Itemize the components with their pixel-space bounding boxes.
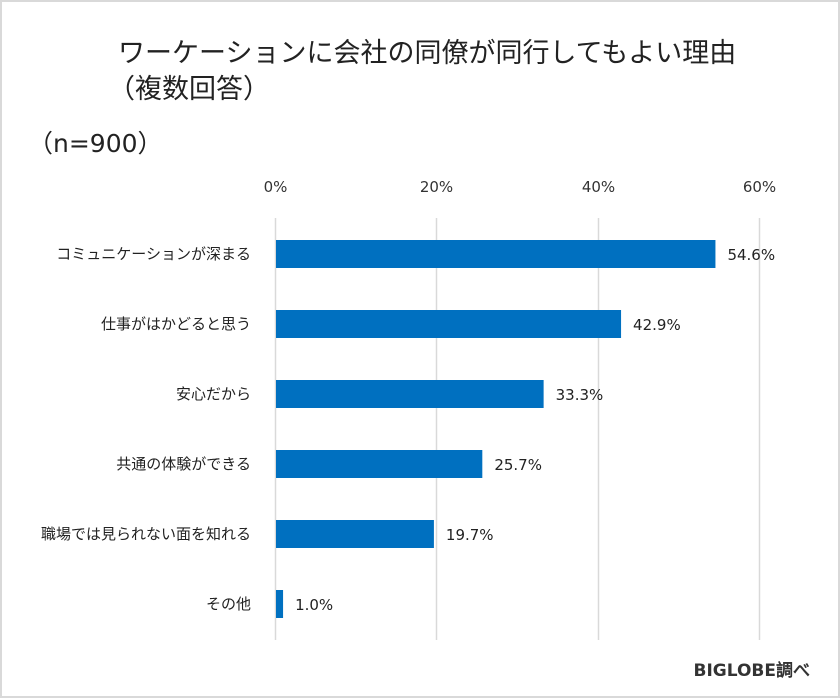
category-label: コミュニケーションが深まる [56,245,251,263]
gridlines [274,218,761,640]
x-tick-label: 0% [264,178,288,196]
x-tick-label: 20% [420,178,453,196]
x-axis-ticks: 0% 20% 40% 60% [264,178,777,196]
bars [276,240,716,618]
bar [276,310,622,338]
value-label: 33.3% [556,386,604,404]
bar [276,240,716,268]
value-label: 25.7% [494,456,542,474]
value-label: 1.0% [295,596,333,614]
bar [276,380,544,408]
source-label: BIGLOBE調べ [693,661,811,681]
category-label: 安心だから [176,385,251,403]
x-tick-label: 60% [743,178,776,196]
bar [276,520,434,548]
sample-size-label: （n=900） [28,129,163,158]
category-label: 共通の体験ができる [116,455,251,473]
category-label: 仕事がはかどると思う [101,315,251,333]
category-label: その他 [206,595,251,613]
value-label: 19.7% [446,526,494,544]
category-label: 職場では見られない面を知れる [41,525,251,543]
bar [276,450,483,478]
bar [276,590,284,618]
x-tick-label: 40% [582,178,615,196]
category-labels: コミュニケーションが深まる仕事がはかどると思う安心だから共通の体験ができる職場で… [41,245,251,613]
chart-title: ワーケーションに会社の同僚が同行してもよい理由 [118,38,737,69]
value-label: 54.6% [727,246,775,264]
value-labels: 54.6% 42.9% 33.3% 25.7% 19.7% 1.0% [295,246,775,614]
value-label: 42.9% [633,316,681,334]
chart-subtitle: （複数回答） [108,74,270,105]
